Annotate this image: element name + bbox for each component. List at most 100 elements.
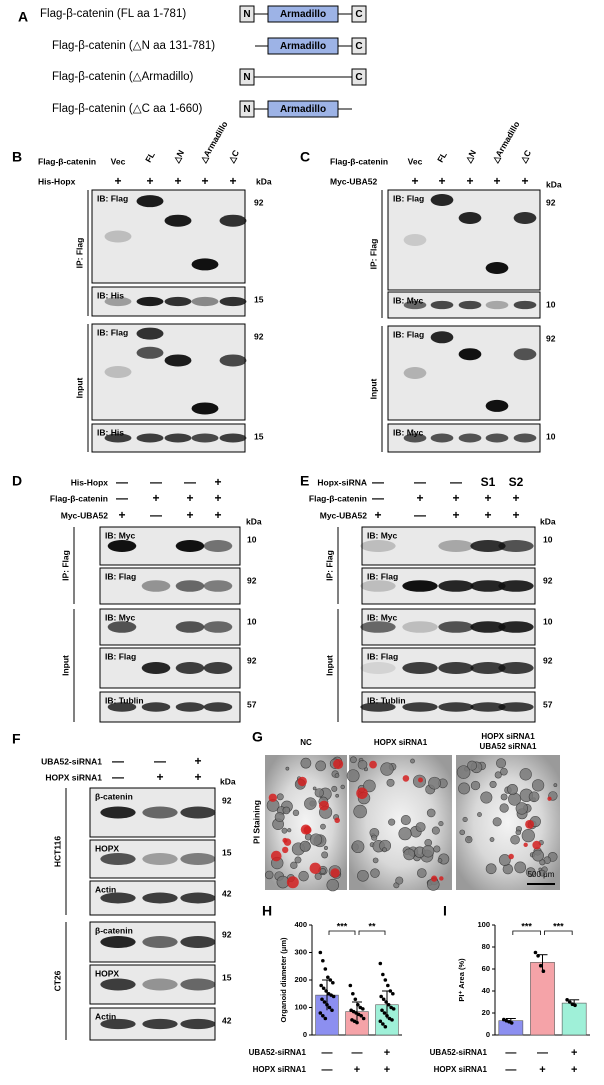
blot-band	[175, 580, 205, 592]
organoid	[340, 784, 345, 790]
panel-label: H	[262, 903, 272, 919]
probe-label: HOPX	[95, 968, 119, 978]
data-point	[322, 1000, 327, 1004]
organoid	[485, 863, 497, 875]
organoid	[395, 876, 404, 885]
blot-band	[191, 296, 219, 307]
domain-box	[267, 37, 339, 55]
condition-sign: +	[384, 1064, 390, 1076]
organoid	[456, 765, 471, 779]
probe-label: IB: Flag	[105, 651, 136, 661]
construct-label: Flag-β-catenin (FL aa 1-781)	[40, 8, 186, 20]
lane-sign: S2	[509, 475, 524, 489]
data-point	[391, 991, 395, 996]
organoid	[326, 878, 339, 892]
blot-band	[219, 214, 247, 227]
blot-band	[513, 433, 537, 443]
blot-band	[360, 702, 396, 712]
data-point	[383, 1024, 388, 1029]
construct-label: Flag-β-catenin (△Armadillo)	[52, 71, 194, 83]
unit-label: kDa	[220, 776, 236, 786]
condition-label: Myc-UBA52	[320, 510, 368, 520]
lane-label: FL	[143, 150, 157, 164]
lane-sign: —	[112, 770, 124, 784]
sig-label: ***	[553, 921, 564, 931]
y-tick-label: 300	[294, 947, 307, 956]
blot-band	[219, 296, 247, 307]
lane-sign: +	[452, 508, 459, 522]
condition-label: Flag-β-catenin	[38, 156, 96, 166]
blot-band	[458, 433, 482, 443]
probe-label: IB: Tublin	[105, 695, 144, 705]
blot-band	[164, 214, 192, 227]
y-tick-label: 40	[482, 986, 490, 995]
blot-band	[180, 853, 216, 865]
lane-sign: +	[214, 508, 221, 522]
data-point	[509, 1021, 514, 1025]
blot-band	[191, 258, 219, 271]
organoid	[428, 776, 441, 790]
blot-band	[141, 662, 171, 674]
organoid	[499, 803, 509, 813]
blot-band	[142, 853, 178, 865]
blot-band	[498, 580, 534, 592]
image-ylabel: PI Staining	[251, 800, 261, 844]
probe-label: IB: Myc	[105, 530, 136, 540]
condition-sign: —	[322, 1047, 333, 1059]
blot-band	[142, 892, 178, 904]
organoid	[462, 816, 468, 823]
organoid	[480, 791, 493, 804]
organoid	[465, 835, 473, 844]
organoid	[538, 869, 546, 877]
blot-box	[91, 189, 246, 284]
data-point	[331, 994, 336, 999]
data-point	[330, 1008, 334, 1013]
condition-label: Myc-UBA52	[330, 176, 378, 186]
blot-band	[430, 433, 454, 443]
pi-positive	[297, 776, 307, 787]
data-point	[326, 975, 330, 980]
blot-band	[136, 346, 164, 359]
sig-label: **	[368, 921, 376, 931]
condition-label: HOPX siRNA1	[45, 772, 102, 782]
lane-sign: +	[493, 174, 500, 188]
blot-band	[438, 580, 474, 592]
blot-band	[485, 262, 509, 274]
lane-sign: +	[214, 491, 221, 505]
pi-positive	[283, 838, 292, 846]
organoid	[525, 867, 536, 878]
lane-label: △N	[463, 148, 479, 165]
unit-label: kDa	[256, 176, 272, 186]
organoid	[314, 872, 322, 880]
data-point	[359, 1013, 363, 1018]
size-label: 42	[222, 1015, 232, 1025]
organoid	[410, 758, 415, 764]
organoid	[351, 840, 365, 854]
blot-band	[203, 662, 233, 674]
lane-sign: +	[438, 174, 445, 188]
blot-band	[430, 300, 454, 310]
y-tick-label: 20	[482, 1008, 490, 1017]
probe-label: IB: Myc	[393, 295, 424, 305]
data-point	[321, 1013, 325, 1018]
lane-sign: +	[156, 770, 163, 784]
organoid	[514, 861, 527, 874]
organoid	[370, 868, 380, 878]
data-point	[348, 983, 353, 988]
unit-label: kDa	[540, 516, 556, 526]
condition-label: UBA52-siRNA1	[41, 756, 102, 766]
blot-band	[175, 662, 205, 674]
condition-sign: —	[322, 1064, 333, 1076]
blot-band	[104, 296, 132, 307]
blot-band	[360, 662, 396, 674]
data-point	[325, 1002, 329, 1007]
probe-label: IB: Flag	[97, 193, 128, 203]
data-point	[382, 1011, 387, 1015]
lane-sign: —	[154, 754, 166, 768]
lane-sign: —	[372, 475, 384, 489]
organoid	[515, 802, 529, 815]
lane-sign: +	[152, 491, 159, 505]
condition-label: HOPX siRNA1	[434, 1065, 488, 1074]
blot-band	[180, 806, 216, 819]
domain-label: N	[243, 72, 250, 83]
